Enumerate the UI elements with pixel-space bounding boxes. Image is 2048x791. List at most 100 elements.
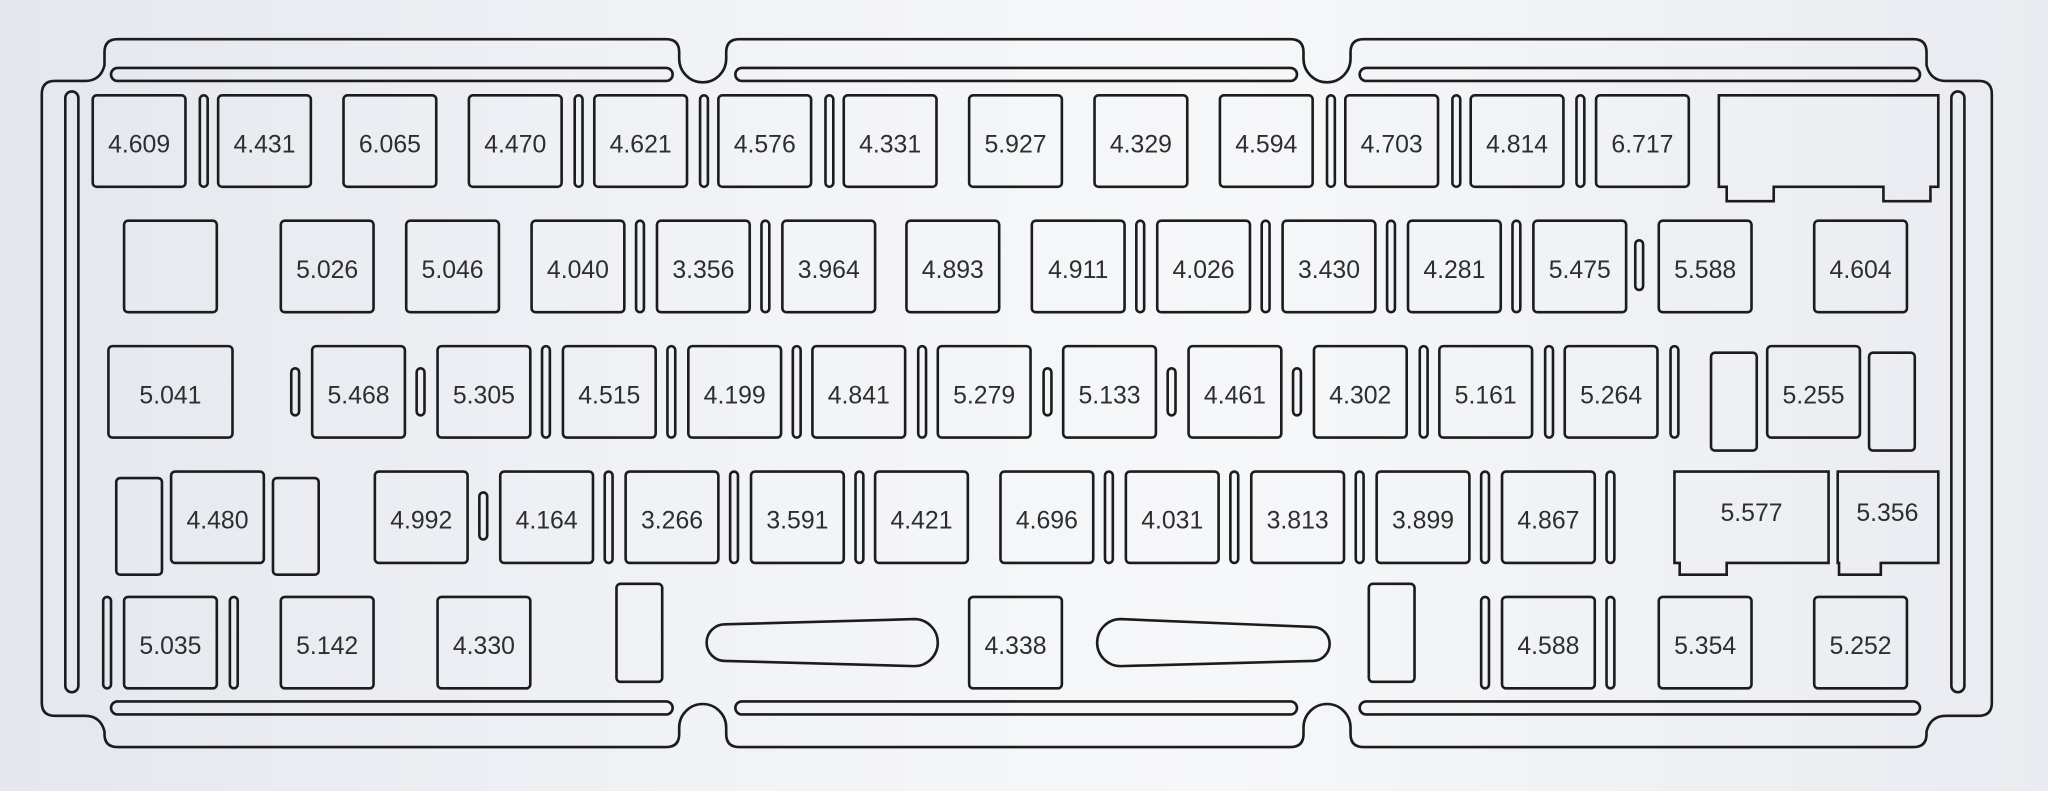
key-value-label: 5.588 [1674, 257, 1736, 284]
edge-relief-slot [734, 66, 1299, 83]
stabilizer-slot [760, 219, 771, 314]
key-cutout-outline [310, 344, 407, 439]
key-switch-cutout: 3.356 [655, 219, 752, 314]
key-value-label: 3.964 [798, 257, 860, 284]
stabilizer-slot [1229, 470, 1240, 565]
key-switch-cutout: 5.161 [1438, 344, 1534, 439]
stabilizer-slot [573, 94, 584, 189]
key-cutout-notched [1673, 470, 1830, 577]
key-switch-cutout: 5.255 [1765, 344, 1862, 439]
key-cutout-outline [342, 94, 438, 189]
key-cutout-blank [122, 219, 219, 314]
key-switch-cutout: 3.266 [624, 470, 720, 565]
stabilizer-slot-right [1095, 617, 1331, 668]
key-switch-cutout: 5.142 [279, 595, 375, 690]
key-switch-cutout: 5.252 [1812, 595, 1909, 690]
key-switch-cutout: 3.430 [1281, 219, 1377, 314]
key-value-label: 5.041 [139, 382, 201, 409]
key-switch-cutout: 4.480 [169, 470, 266, 565]
key-cutout-outline [279, 219, 375, 314]
key-cutout-outline [624, 470, 720, 565]
key-value-label: 3.591 [766, 508, 828, 535]
key-value-label: 4.911 [1048, 257, 1108, 284]
key-cutout-blank [1867, 351, 1917, 452]
key-cutout-outline [122, 595, 219, 690]
key-value-label: 3.813 [1267, 508, 1329, 535]
key-cutout-outline [1594, 94, 1691, 189]
key-cutout-outline [936, 344, 1032, 439]
key-switch-cutout: 4.893 [905, 219, 1001, 314]
stabilizer-slot [1479, 470, 1491, 565]
key-cutout-outline [592, 94, 689, 189]
plate-outline [40, 37, 1994, 749]
key-value-label: 4.199 [704, 382, 766, 409]
key-value-label: 4.621 [610, 131, 672, 158]
key-value-label: 4.302 [1329, 382, 1391, 409]
key-cutout-outline [1030, 219, 1126, 314]
stabilizer-slot [415, 367, 426, 417]
edge-relief-slot [1358, 700, 1922, 716]
key-switch-cutout: 4.331 [842, 94, 938, 189]
key-cutout-outline [717, 94, 813, 189]
key-switch-cutout: 4.431 [216, 94, 313, 189]
key-switch-cutout: 4.302 [1312, 344, 1408, 439]
key-switch-cutout: 5.133 [1061, 344, 1158, 439]
key-switch-cutout: 4.814 [1469, 94, 1565, 189]
key-cutout-outline [1187, 344, 1283, 439]
key-cutout-outline [781, 219, 877, 314]
key-value-label: 4.588 [1517, 633, 1579, 660]
key-value-label: 4.470 [484, 131, 546, 158]
stabilizer-slot [1166, 367, 1177, 417]
stabilizer-slot [1543, 344, 1555, 439]
key-cutout-outline [436, 595, 532, 690]
key-cutout-outline [1281, 219, 1377, 314]
key-cutout-outline [467, 94, 563, 189]
stabilizer-slot [478, 491, 489, 541]
key-value-label: 5.026 [296, 257, 358, 284]
edge-relief-slot [734, 700, 1299, 716]
key-value-label: 4.031 [1141, 508, 1203, 535]
key-switch-cutout: 4.164 [498, 470, 595, 565]
key-value-label: 4.576 [734, 131, 796, 158]
stabilizer-slot [198, 94, 209, 189]
key-value-label: 5.252 [1830, 633, 1892, 660]
key-switch-cutout: 5.475 [1532, 219, 1628, 314]
key-cutout-outline [1438, 344, 1534, 439]
key-value-label: 5.142 [296, 633, 358, 660]
stabilizer-slot [1479, 595, 1491, 690]
stabilizer-slot [1575, 94, 1586, 189]
key-value-label: 4.480 [186, 508, 248, 535]
key-cutout-outline [561, 344, 657, 439]
key-value-label: 5.133 [1079, 382, 1141, 409]
edge-relief-slot [109, 66, 674, 83]
key-cutout-outline [905, 219, 1001, 314]
key-value-label: 4.461 [1204, 382, 1266, 409]
key-value-label: 4.421 [890, 508, 952, 535]
key-cutout-outline [404, 219, 501, 314]
key-value-label: 4.164 [516, 508, 578, 535]
key-switch-cutout: 4.338 [967, 595, 1064, 690]
key-cutout-outline [873, 470, 970, 565]
key-value-label: 4.696 [1016, 508, 1078, 535]
key-switch-cutout: 3.899 [1375, 470, 1471, 565]
stabilizer-slot [540, 344, 552, 439]
stabilizer-slot [1605, 470, 1616, 565]
key-switch-cutout: 4.588 [1500, 595, 1597, 690]
key-cutout-blank [1367, 582, 1416, 684]
key-cutout-outline [1155, 219, 1252, 314]
stabilizer-slot [634, 219, 646, 314]
key-cutout-outline [1500, 470, 1597, 565]
key-switch-cutout: 5.927 [967, 94, 1064, 189]
stabilizer-slot [228, 595, 240, 690]
key-switch-cutout: 4.461 [1187, 344, 1283, 439]
edge-relief-slot [1358, 66, 1922, 83]
key-switch-cutout: 4.841 [811, 344, 907, 439]
key-switch-cutout: 6.065 [342, 94, 438, 189]
key-cutout-outline [1765, 344, 1862, 439]
edge-relief-slot [1950, 90, 1966, 694]
stabilizer-slot-left [705, 617, 940, 668]
stabilizer-slot [1135, 219, 1146, 314]
key-cutout-outline [1218, 94, 1314, 189]
key-value-label: 4.331 [859, 131, 921, 158]
